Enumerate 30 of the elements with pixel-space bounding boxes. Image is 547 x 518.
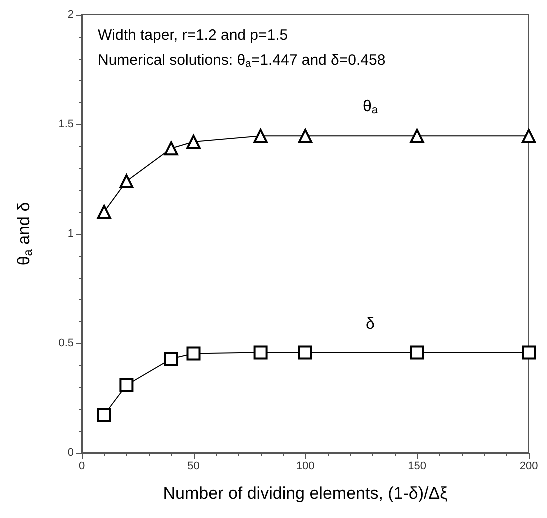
x-tick-label: 100 <box>296 460 315 472</box>
y-axis-title: θa and δ <box>14 202 35 266</box>
point <box>164 352 178 366</box>
annotation: Width taper, r=1.2 and p=1.5 <box>98 27 288 44</box>
point <box>120 174 134 188</box>
y-tick-label: 1.5 <box>58 118 74 130</box>
point <box>522 346 536 360</box>
point <box>254 346 268 360</box>
point <box>298 129 312 144</box>
point <box>410 346 424 360</box>
x-axis-title: Number of dividing elements, (1-δ)/Δξ <box>163 484 448 503</box>
point <box>410 129 424 144</box>
point <box>298 346 312 360</box>
point <box>120 378 134 392</box>
point <box>97 408 112 422</box>
point <box>186 346 201 361</box>
x-tick-label: 0 <box>78 460 86 472</box>
x-tick-label: 50 <box>188 460 200 472</box>
point <box>254 129 268 144</box>
y-tick-label: 0.5 <box>58 338 74 350</box>
point <box>522 129 536 144</box>
y-tick-label: 2 <box>68 9 74 21</box>
x-tick-label: 200 <box>520 460 538 472</box>
point <box>164 142 178 156</box>
series-label: δ <box>366 316 376 334</box>
y-tick-label: 0 <box>68 447 74 459</box>
x-tick-label: 150 <box>408 460 426 472</box>
point <box>97 205 112 220</box>
point <box>186 135 201 150</box>
y-tick-label: 1 <box>68 228 74 240</box>
